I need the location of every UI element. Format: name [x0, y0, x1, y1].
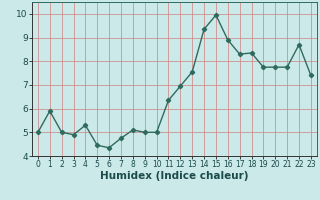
X-axis label: Humidex (Indice chaleur): Humidex (Indice chaleur) [100, 171, 249, 181]
